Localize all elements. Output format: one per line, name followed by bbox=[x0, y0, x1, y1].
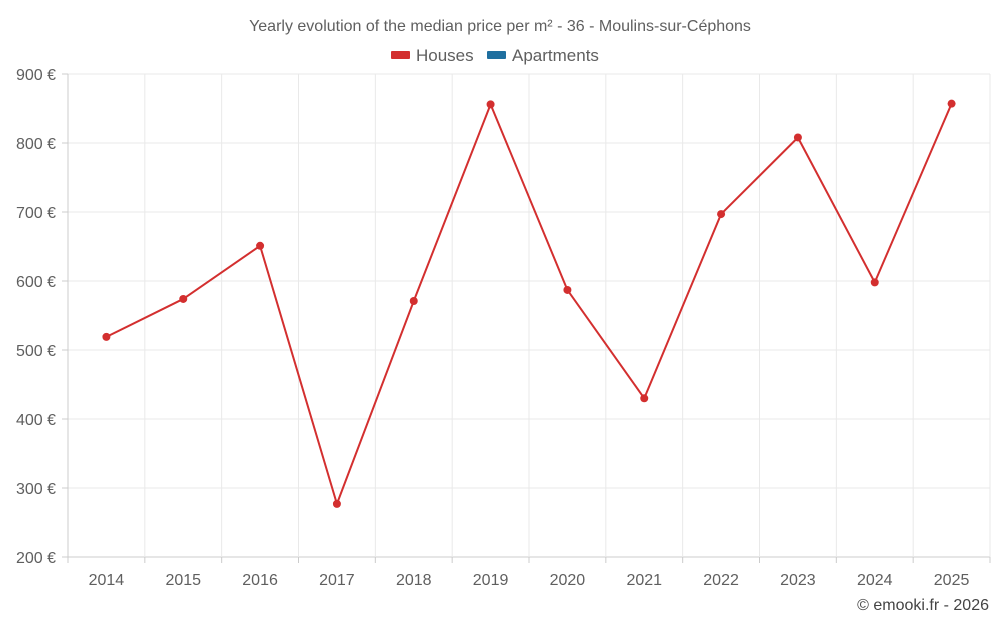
houses-point-2015[interactable] bbox=[179, 294, 188, 303]
houses-series-line bbox=[105, 103, 953, 505]
x-tick-label: 2014 bbox=[89, 572, 125, 589]
x-tick-label: 2019 bbox=[473, 572, 509, 589]
x-tick-label: 2020 bbox=[550, 572, 586, 589]
x-tick-label: 2017 bbox=[319, 572, 355, 589]
y-tick-label: 600 € bbox=[16, 274, 56, 291]
y-tick-label: 200 € bbox=[16, 550, 56, 567]
houses-point-2020[interactable] bbox=[563, 285, 572, 294]
houses-point-2019[interactable] bbox=[486, 100, 495, 109]
legend-label-apartments[interactable]: Apartments bbox=[512, 46, 599, 65]
houses-point-2023[interactable] bbox=[793, 133, 802, 142]
houses-point-2025[interactable] bbox=[947, 99, 956, 108]
y-tick-label: 300 € bbox=[16, 481, 56, 498]
grid bbox=[67, 73, 991, 558]
y-tick-label: 400 € bbox=[16, 412, 56, 429]
series-houses bbox=[102, 99, 956, 508]
y-axis-ticks: 200 € 300 € 400 € 500 € 600 € 700 € 800 € 900 € bbox=[16, 67, 68, 567]
x-axis-ticks: 2014 2015 2016 2017 2018 2019 2020 2021 2022 2023… bbox=[67, 557, 991, 589]
legend-swatch-houses bbox=[391, 51, 410, 59]
y-tick-label: 800 € bbox=[16, 136, 56, 153]
legend: Houses Apartments bbox=[391, 46, 599, 65]
x-tick-label: 2023 bbox=[780, 572, 816, 589]
x-tick-label: 2021 bbox=[626, 572, 662, 589]
chart-title: Yearly evolution of the median price per… bbox=[249, 18, 751, 35]
x-tick-label: 2018 bbox=[396, 572, 432, 589]
x-tick-label: 2024 bbox=[857, 572, 893, 589]
houses-point-2024[interactable] bbox=[870, 278, 879, 287]
houses-point-2014[interactable] bbox=[102, 332, 111, 341]
houses-point-2018[interactable] bbox=[409, 297, 418, 306]
x-tick-label: 2016 bbox=[242, 572, 278, 589]
legend-swatch-apartments bbox=[487, 51, 506, 59]
y-tick-label: 700 € bbox=[16, 205, 56, 222]
houses-point-2022[interactable] bbox=[717, 210, 726, 219]
houses-point-2016[interactable] bbox=[256, 241, 265, 250]
y-tick-label: 900 € bbox=[16, 67, 56, 84]
legend-label-houses[interactable]: Houses bbox=[416, 46, 474, 65]
houses-point-2021[interactable] bbox=[640, 394, 649, 403]
x-tick-label: 2015 bbox=[165, 572, 201, 589]
x-tick-label: 2022 bbox=[703, 572, 739, 589]
y-tick-label: 500 € bbox=[16, 343, 56, 360]
houses-point-2017[interactable] bbox=[332, 499, 341, 508]
credit-text: © emooki.fr - 2026 bbox=[857, 597, 989, 614]
x-tick-label: 2025 bbox=[934, 572, 970, 589]
